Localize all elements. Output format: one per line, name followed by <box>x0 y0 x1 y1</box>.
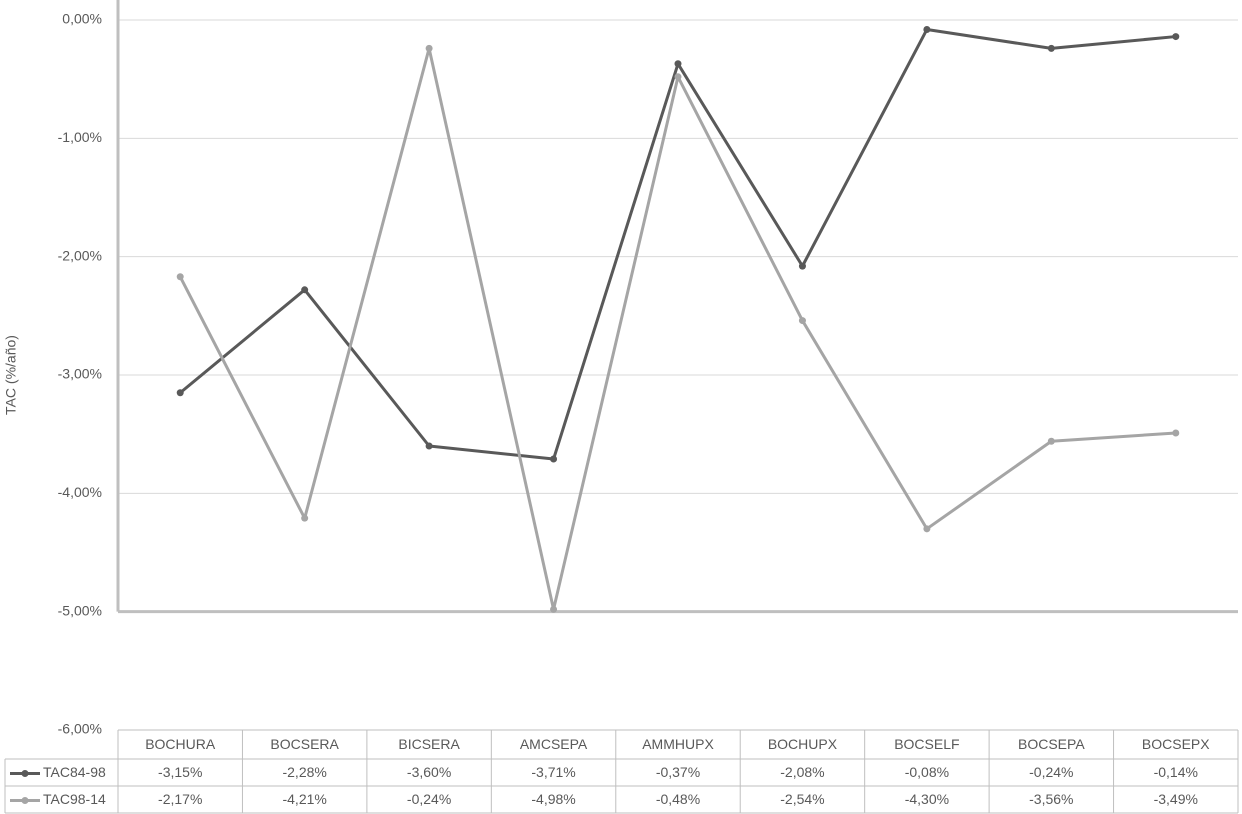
table-value: -2,17% <box>158 791 202 807</box>
table-value: -3,60% <box>407 764 451 780</box>
point <box>425 442 433 450</box>
legend-key-marker <box>21 797 29 804</box>
x-tick-label: BICSERA <box>398 736 460 752</box>
table-value: -0,24% <box>1029 764 1073 780</box>
table-value: -4,30% <box>905 791 949 807</box>
point <box>798 262 806 270</box>
point <box>550 605 558 613</box>
point <box>301 286 309 294</box>
x-tick-label: BOCSEPA <box>1018 736 1085 752</box>
y-tick-label: -4,00% <box>58 484 102 500</box>
series-line <box>178 46 1176 611</box>
point <box>923 25 931 33</box>
table-value: -3,71% <box>531 764 575 780</box>
table-value: -3,49% <box>1154 791 1198 807</box>
table-value: -2,08% <box>780 764 824 780</box>
table-value: -3,56% <box>1029 791 1073 807</box>
point <box>923 525 931 533</box>
table-value: -2,28% <box>282 764 326 780</box>
point <box>425 44 433 52</box>
y-tick-label: -5,00% <box>58 602 102 618</box>
table-value: -4,21% <box>282 791 326 807</box>
point <box>1047 44 1055 52</box>
table-value: -0,14% <box>1154 764 1198 780</box>
point <box>1172 33 1180 41</box>
table-value: -4,98% <box>531 791 575 807</box>
table-value: -0,08% <box>905 764 949 780</box>
x-tick-label: BOCHURA <box>145 736 216 752</box>
legend-key-marker <box>21 770 29 777</box>
y-tick-label: -6,00% <box>58 721 102 737</box>
table-value: -3,15% <box>158 764 202 780</box>
x-tick-label: BOCSELF <box>894 736 959 752</box>
x-tick-label: AMCSEPA <box>520 736 588 752</box>
table-value: -2,54% <box>780 791 824 807</box>
y-tick-label: 0,00% <box>62 11 102 27</box>
table-value: -0,48% <box>656 791 700 807</box>
table-value: -0,37% <box>656 764 700 780</box>
point <box>550 455 558 463</box>
x-tick-label: BOCHUPX <box>768 736 838 752</box>
x-tick-label: BOCSEPX <box>1142 736 1210 752</box>
y-tick-label: -1,00% <box>58 129 102 145</box>
series-line <box>179 27 1176 461</box>
point <box>176 273 184 281</box>
point <box>798 317 806 325</box>
x-tick-label: AMMHUPX <box>642 736 714 752</box>
y-tick-label: -2,00% <box>58 247 102 263</box>
point <box>674 60 682 68</box>
legend-label: TAC98-14 <box>43 791 106 807</box>
legend-label: TAC84-98 <box>43 764 106 780</box>
y-axis-title: TAC (%/año) <box>3 335 19 415</box>
point <box>674 73 682 81</box>
point <box>1172 429 1180 437</box>
x-tick-label: BOCSERA <box>270 736 339 752</box>
point <box>301 514 309 522</box>
table-value: -0,24% <box>407 791 451 807</box>
point <box>1047 437 1055 445</box>
y-tick-label: -3,00% <box>58 366 102 382</box>
point <box>176 389 184 397</box>
